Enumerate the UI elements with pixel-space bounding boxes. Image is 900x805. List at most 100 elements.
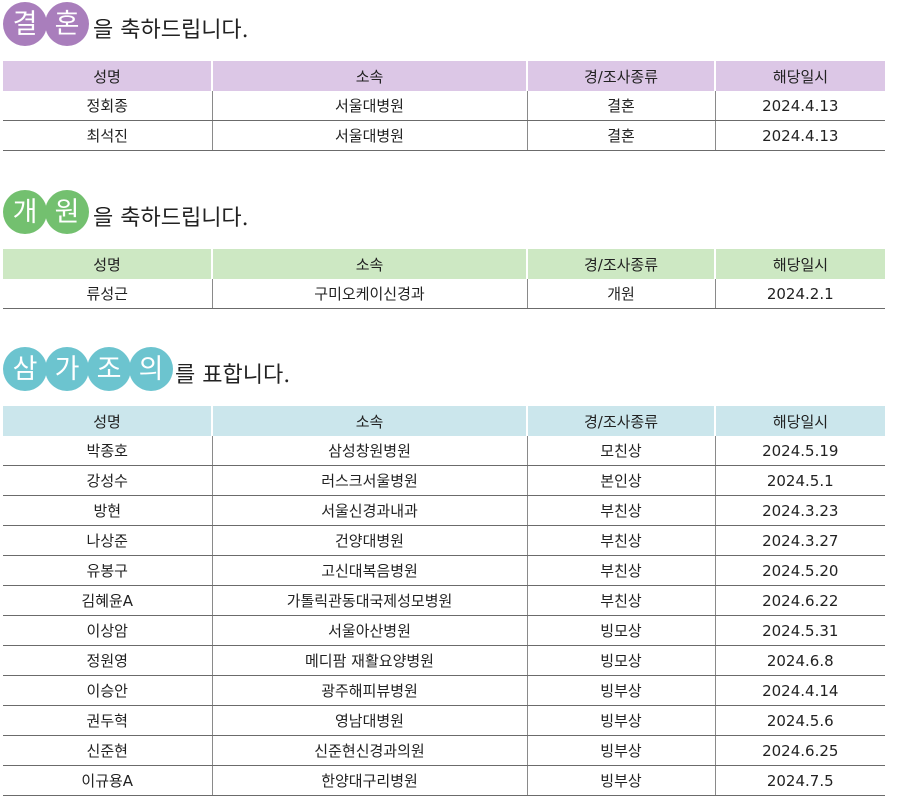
cell-affiliation: 메디팜 재활요양병원	[211, 645, 527, 676]
cell-event-type: 본인상	[526, 465, 715, 496]
cell-name: 정원영	[3, 645, 212, 676]
cell-affiliation: 삼성창원병원	[211, 436, 527, 466]
cell-date: 2024.5.20	[714, 555, 885, 586]
column-header-date: 해당일시	[714, 61, 885, 91]
cell-event-type: 부친상	[526, 585, 715, 616]
cell-date: 2024.2.1	[714, 279, 885, 309]
table-row: 유봉구 고신대복음병원 부친상 2024.5.20	[3, 555, 885, 586]
opening-title-char-1: 개	[3, 190, 47, 234]
wedding-heading: 결 혼 을 축하드립니다.	[3, 0, 885, 48]
cell-name: 최석진	[3, 120, 212, 151]
column-header-affiliation: 소속	[211, 61, 527, 91]
cell-event-type: 부친상	[526, 525, 715, 556]
column-header-affiliation: 소속	[211, 249, 527, 279]
cell-affiliation: 광주해피뷰병원	[211, 675, 527, 706]
table-row: 정원영 메디팜 재활요양병원 빙모상 2024.6.8	[3, 645, 885, 676]
cell-affiliation: 신준현신경과의원	[211, 735, 527, 766]
wedding-section: 결 혼 을 축하드립니다. 성명 소속 경/조사종류 해당일시 정회종 서울대병…	[3, 0, 885, 151]
column-header-affiliation: 소속	[211, 406, 527, 436]
cell-event-type: 부친상	[526, 495, 715, 526]
opening-heading: 개 원 을 축하드립니다.	[3, 188, 885, 236]
cell-event-type: 결혼	[526, 91, 715, 121]
cell-affiliation: 서울대병원	[211, 120, 527, 151]
column-header-event-type: 경/조사종류	[526, 406, 715, 436]
cell-name: 정회종	[3, 91, 212, 121]
cell-date: 2024.4.13	[714, 120, 885, 151]
cell-date: 2024.6.22	[714, 585, 885, 616]
cell-event-type: 빙부상	[526, 705, 715, 736]
cell-name: 이규용A	[3, 765, 212, 796]
cell-affiliation: 영남대병원	[211, 705, 527, 736]
cell-affiliation: 서울신경과내과	[211, 495, 527, 526]
table-row: 강성수 러스크서울병원 본인상 2024.5.1	[3, 465, 885, 496]
condolence-title-char-1: 삼	[3, 347, 47, 391]
cell-affiliation: 건양대병원	[211, 525, 527, 556]
wedding-title-char-1: 결	[3, 2, 47, 46]
cell-event-type: 빙부상	[526, 765, 715, 796]
table-row: 정회종 서울대병원 결혼 2024.4.13	[3, 91, 885, 121]
cell-date: 2024.3.27	[714, 525, 885, 556]
table-row: 박종호 삼성창원병원 모친상 2024.5.19	[3, 436, 885, 466]
table-row: 김혜윤A 가톨릭관동대국제성모병원 부친상 2024.6.22	[3, 585, 885, 616]
cell-date: 2024.5.1	[714, 465, 885, 496]
cell-name: 강성수	[3, 465, 212, 496]
condolence-heading: 삼 가 조 의 를 표합니다.	[3, 345, 885, 393]
cell-date: 2024.7.5	[714, 765, 885, 796]
column-header-date: 해당일시	[714, 249, 885, 279]
cell-date: 2024.4.14	[714, 675, 885, 706]
opening-title-suffix: 을 축하드립니다.	[93, 206, 249, 231]
table-row: 방현 서울신경과내과 부친상 2024.3.23	[3, 495, 885, 526]
condolence-title-char-3: 조	[87, 347, 131, 391]
table-header-row: 성명 소속 경/조사종류 해당일시	[3, 406, 885, 436]
cell-event-type: 개원	[526, 279, 715, 309]
condolence-title-char-4: 의	[129, 347, 173, 391]
cell-date: 2024.6.25	[714, 735, 885, 766]
cell-event-type: 빙부상	[526, 735, 715, 766]
condolence-table: 성명 소속 경/조사종류 해당일시 박종호 삼성창원병원 모친상 2024.5.19 …	[3, 406, 885, 796]
table-row: 이승안 광주해피뷰병원 빙부상 2024.4.14	[3, 675, 885, 706]
cell-name: 박종호	[3, 436, 212, 466]
cell-event-type: 모친상	[526, 436, 715, 466]
column-header-name: 성명	[3, 249, 212, 279]
table-row: 권두혁 영남대병원 빙부상 2024.5.6	[3, 705, 885, 736]
cell-date: 2024.5.31	[714, 615, 885, 646]
opening-section: 개 원 을 축하드립니다. 성명 소속 경/조사종류 해당일시 류성근 구미오케…	[3, 188, 885, 309]
cell-affiliation: 한양대구리병원	[211, 765, 527, 796]
cell-date: 2024.3.23	[714, 495, 885, 526]
cell-affiliation: 서울대병원	[211, 91, 527, 121]
cell-event-type: 빙모상	[526, 615, 715, 646]
table-row: 신준현 신준현신경과의원 빙부상 2024.6.25	[3, 735, 885, 766]
table-row: 나상준 건양대병원 부친상 2024.3.27	[3, 525, 885, 556]
cell-date: 2024.5.6	[714, 705, 885, 736]
table-row: 류성근 구미오케이신경과 개원 2024.2.1	[3, 279, 885, 309]
cell-date: 2024.5.19	[714, 436, 885, 466]
cell-affiliation: 고신대복음병원	[211, 555, 527, 586]
cell-name: 류성근	[3, 279, 212, 309]
column-header-event-type: 경/조사종류	[526, 249, 715, 279]
table-header-row: 성명 소속 경/조사종류 해당일시	[3, 61, 885, 91]
cell-name: 권두혁	[3, 705, 212, 736]
wedding-table: 성명 소속 경/조사종류 해당일시 정회종 서울대병원 결혼 2024.4.13…	[3, 61, 885, 151]
cell-date: 2024.6.8	[714, 645, 885, 676]
cell-name: 유봉구	[3, 555, 212, 586]
table-header-row: 성명 소속 경/조사종류 해당일시	[3, 249, 885, 279]
cell-affiliation: 가톨릭관동대국제성모병원	[211, 585, 527, 616]
wedding-title-char-2: 혼	[45, 2, 89, 46]
cell-name: 이상암	[3, 615, 212, 646]
cell-name: 김혜윤A	[3, 585, 212, 616]
cell-event-type: 빙부상	[526, 675, 715, 706]
cell-name: 신준현	[3, 735, 212, 766]
cell-affiliation: 서울아산병원	[211, 615, 527, 646]
cell-event-type: 결혼	[526, 120, 715, 151]
cell-affiliation: 구미오케이신경과	[211, 279, 527, 309]
column-header-name: 성명	[3, 61, 212, 91]
condolence-title-char-2: 가	[45, 347, 89, 391]
cell-name: 이승안	[3, 675, 212, 706]
table-row: 이규용A 한양대구리병원 빙부상 2024.7.5	[3, 765, 885, 796]
condolence-title-suffix: 를 표합니다.	[175, 363, 291, 388]
column-header-event-type: 경/조사종류	[526, 61, 715, 91]
column-header-name: 성명	[3, 406, 212, 436]
cell-name: 나상준	[3, 525, 212, 556]
opening-title-char-2: 원	[45, 190, 89, 234]
table-row: 최석진 서울대병원 결혼 2024.4.13	[3, 120, 885, 151]
